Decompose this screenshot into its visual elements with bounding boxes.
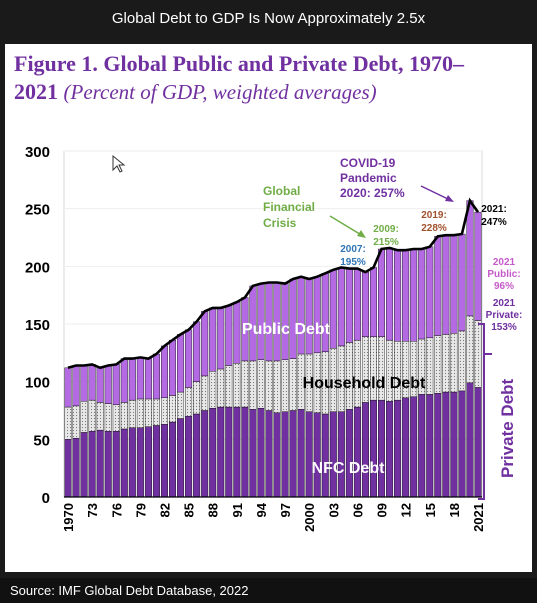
figure-title: Figure 1. Global Public and Private Debt… [14, 50, 524, 106]
figure-title-line2: 2021 [14, 79, 58, 104]
source-bar: Source: IMF Global Debt Database, 2022 [0, 578, 537, 603]
figure-title-line1: Figure 1. Global Public and Private Debt… [14, 51, 464, 76]
page-header: Global Debt to GDP Is Now Approximately … [0, 0, 537, 36]
chart-card [5, 44, 532, 572]
figure-subtitle: (Percent of GDP, weighted averages) [63, 80, 377, 104]
source-text: Source: IMF Global Debt Database, 2022 [10, 583, 249, 598]
header-title: Global Debt to GDP Is Now Approximately … [111, 9, 426, 27]
